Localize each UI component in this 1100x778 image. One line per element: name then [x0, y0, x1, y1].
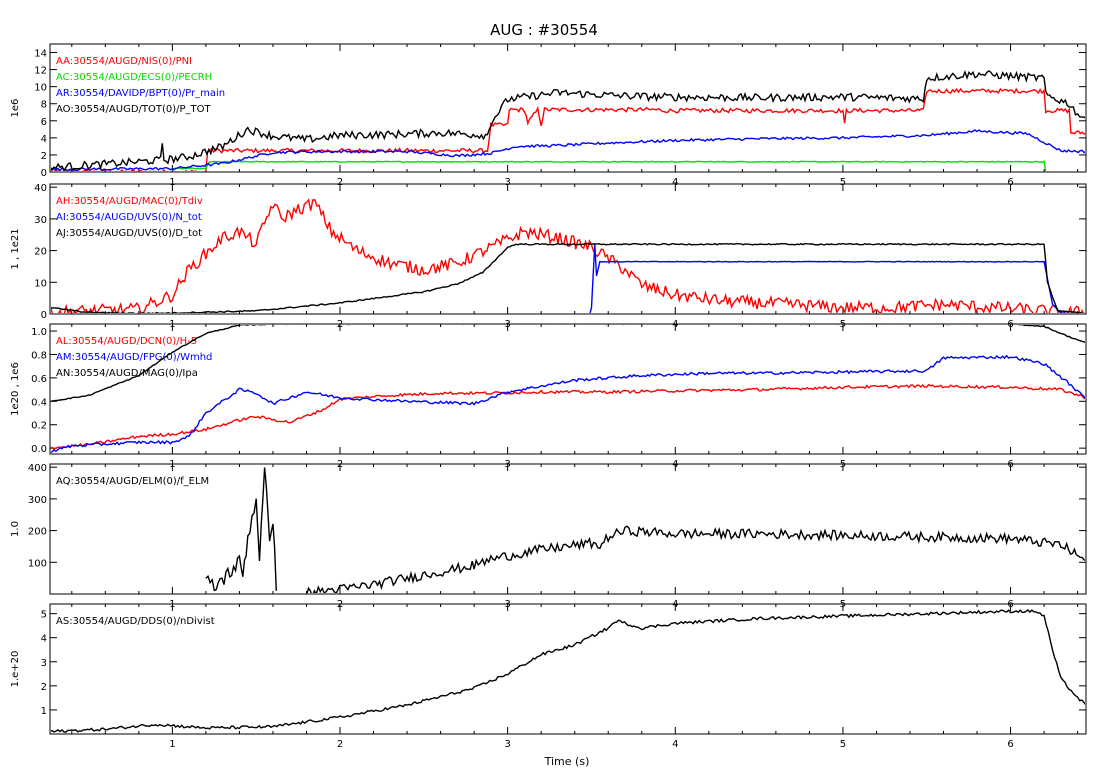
- x-tick-label: 1: [169, 739, 175, 750]
- y-tick-label: 0.4: [31, 397, 47, 408]
- x-tick-label: 4: [672, 739, 678, 750]
- x-tick-label: 6: [1007, 177, 1013, 188]
- panel-frame: [49, 603, 1087, 735]
- y-tick-label: 100: [28, 558, 47, 569]
- series-line: [77, 244, 1085, 313]
- x-tick-label: 2: [337, 739, 343, 750]
- series-line: [205, 467, 277, 592]
- series-legend-label: AR:30554/DAVIDP/BPT(0)/Pr_main: [56, 88, 225, 99]
- x-tick-label: 6: [1007, 739, 1013, 750]
- panel-5: 1 2 3 4 5 6 1 2 3 4 5 1.e+20 AS:30554/AUGD/DDS(0)/nD…: [10, 603, 1087, 750]
- series-line: [51, 69, 1085, 171]
- panel-frame: [49, 463, 1087, 595]
- y-axis-label: 1e6: [10, 99, 21, 118]
- series-line: [306, 525, 1085, 593]
- x-axis-label: Time (s): [544, 755, 590, 768]
- y-tick-label: 1: [41, 706, 47, 717]
- y-tick-label: 200: [28, 527, 47, 538]
- series-line: [51, 242, 1085, 313]
- series-legend-label: AC:30554/AUGD/ECS(0)/PECRH: [56, 72, 212, 83]
- y-tick-label: 12: [34, 66, 47, 77]
- panel-frame: [49, 323, 1087, 455]
- series-line: [61, 160, 1074, 171]
- series-legend-label: AS:30554/AUGD/DDS(0)/nDivist: [56, 616, 215, 627]
- y-tick-label: 4: [41, 634, 47, 645]
- series-legend-label: AQ:30554/AUGD/ELM(0)/f_ELM: [56, 476, 209, 487]
- y-tick-label: 8: [41, 100, 47, 111]
- y-axis-label: 1.e+20: [10, 651, 21, 688]
- y-tick-label: 0.2: [31, 421, 47, 432]
- y-axis-label: 1.0: [10, 521, 21, 537]
- y-tick-label: 2: [41, 151, 47, 162]
- series-line: [51, 129, 1085, 171]
- y-tick-label: 400: [28, 463, 47, 474]
- series-legend-label: AH:30554/AUGD/MAC(0)/Tdiv: [56, 196, 203, 207]
- y-tick-label: 1.0: [31, 327, 47, 338]
- x-tick-label: 5: [840, 177, 846, 188]
- series-legend-label: AN:30554/AUGD/MAG(0)/Ipa: [56, 368, 198, 379]
- y-tick-label: 3: [41, 658, 47, 669]
- y-axis-label: 1 , 1e21: [10, 228, 21, 269]
- x-tick-label: 5: [840, 739, 846, 750]
- y-tick-label: 0: [41, 168, 47, 179]
- panel-1: 1 2 3 4 5 6024681012141e6AA:30554/AUGD/NIS(0)…: [10, 43, 1087, 188]
- x-tick-label: 2: [337, 177, 343, 188]
- y-tick-label: 10: [34, 278, 47, 289]
- panel-4: 1234561002003004001.0AQ:30554/AUGD/ELM(0…: [10, 463, 1087, 610]
- y-tick-label: 2: [41, 682, 47, 693]
- series-line: [51, 608, 1085, 733]
- y-tick-label: 0.0: [31, 444, 47, 455]
- y-tick-label: 40: [34, 183, 47, 194]
- y-tick-label: 4: [41, 134, 47, 145]
- y-tick-label: 0: [41, 310, 47, 321]
- series-legend-label: AA:30554/AUGD/NIS(0)/PNI: [56, 56, 192, 67]
- panel-2: 1234560102030401 , 1e21AH:30554/AUGD/MAC…: [10, 183, 1087, 330]
- y-tick-label: 0.6: [31, 374, 47, 385]
- series-line: [51, 198, 1085, 313]
- x-tick-label: 3: [504, 739, 510, 750]
- panel-frame: [49, 43, 1087, 173]
- figure-title: AUG : #30554: [490, 21, 598, 39]
- series-line: [53, 87, 1085, 171]
- x-tick-label: 3: [504, 177, 510, 188]
- y-tick-label: 5: [41, 610, 47, 621]
- series-line: [51, 325, 1085, 403]
- series-line: [51, 354, 1085, 453]
- x-tick-label: 1: [169, 177, 175, 188]
- panel-frame: [49, 183, 1087, 315]
- y-tick-label: 30: [34, 215, 47, 226]
- series-legend-label: AM:30554/AUGD/FPG(0)/Wmhd: [56, 352, 212, 363]
- series-line: [51, 383, 1085, 450]
- y-tick-label: 6: [41, 117, 47, 128]
- series-legend-label: AO:30554/AUGD/TOT(0)/P_TOT: [56, 104, 212, 115]
- y-tick-label: 0.8: [31, 350, 47, 361]
- series-legend-label: AL:30554/AUGD/DCN(0)/H-5: [56, 336, 197, 347]
- series-legend-label: AI:30554/AUGD/UVS(0)/N_tot: [56, 212, 202, 223]
- y-axis-label: 1e20 , 1e6: [10, 362, 21, 416]
- y-tick-label: 20: [34, 247, 47, 258]
- panels-group: 1 2 3 4 5 6024681012141e6AA:30554/AUGD/NIS(0)…: [10, 43, 1087, 750]
- y-tick-label: 300: [28, 495, 47, 506]
- x-tick-label: 4: [672, 177, 678, 188]
- series-legend-label: AJ:30554/AUGD/UVS(0)/D_tot: [56, 228, 202, 239]
- y-tick-label: 10: [34, 83, 47, 94]
- y-tick-label: 14: [34, 49, 47, 60]
